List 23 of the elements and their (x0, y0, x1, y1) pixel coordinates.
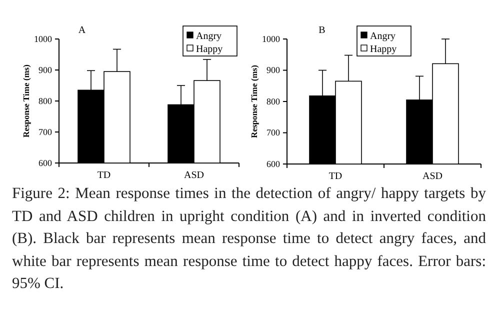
x-tick-label: TD (97, 170, 111, 182)
y-tick-label: 600 (266, 158, 280, 169)
y-tick-label: 1000 (34, 34, 52, 44)
legend-label: Happy (196, 44, 223, 55)
y-tick-label: 800 (266, 96, 280, 106)
x-tick-label: TD (328, 171, 342, 182)
y-tick-label: 900 (266, 65, 280, 76)
y-tick-label: 700 (38, 126, 52, 137)
y-tick-label: 1000 (262, 34, 280, 44)
y-tick-label: 600 (38, 158, 52, 168)
x-tick-label: ASD (184, 170, 204, 182)
x-tick-label: ASD (422, 171, 443, 182)
chart-title: A (78, 25, 86, 36)
legend-label: Angry (196, 31, 222, 42)
legend-label: Angry (370, 31, 396, 42)
y-tick-label: 900 (38, 64, 52, 75)
y-tick-label: 800 (38, 96, 52, 106)
y-axis-title: Response Time (ms) (21, 64, 31, 138)
caption: Figure 2: Mean response times in the detection of angry/ happy targets by TD and ASD children in upright condition (A) and in inverted condition (B). Black bar represents mean response time to detect angry faces, and white bar represents mean response time to detect happy faces. Error bars: 95% CI. (12, 184, 486, 294)
y-axis-title: Response Time (ms) (249, 64, 259, 138)
chart-title: B (318, 25, 326, 36)
y-tick-label: 700 (266, 128, 280, 138)
legend-label: Happy (370, 44, 397, 55)
